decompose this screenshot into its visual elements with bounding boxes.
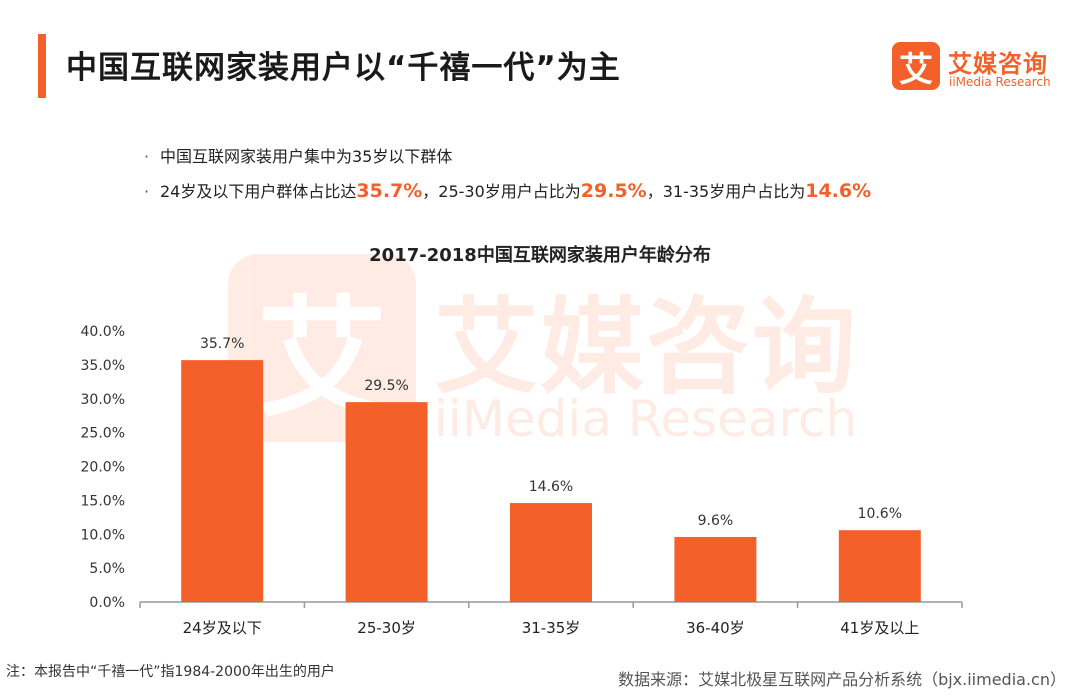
bar-value-label: 14.6%: [529, 479, 573, 495]
title-accent-bar: [38, 34, 46, 98]
page-title: 中国互联网家装用户以“千禧一代”为主: [66, 50, 621, 86]
bullet-item: · 中国互联网家装用户集中为35岁以下群体: [144, 144, 871, 178]
y-tick-label: 40.0%: [81, 324, 125, 340]
bar-value-label: 35.7%: [200, 336, 244, 352]
bullet-text: ，31-35岁用户占比为: [646, 182, 806, 201]
bullet-text: 24岁及以下用户群体占比达: [160, 182, 357, 201]
highlight-value: 35.7%: [356, 180, 423, 202]
x-category-label: 31-35岁: [522, 619, 581, 637]
bar: [345, 402, 428, 602]
summary-bullets: · 中国互联网家装用户集中为35岁以下群体 · 24岁及以下用户群体占比达35.7%…: [144, 144, 871, 212]
highlight-value: 29.5%: [580, 180, 647, 202]
x-category-label: 25-30岁: [357, 619, 416, 637]
logo-icon: 艾: [892, 42, 940, 90]
bar-value-label: 9.6%: [698, 513, 734, 529]
y-tick-label: 0.0%: [89, 595, 125, 611]
bar-value-label: 10.6%: [858, 506, 902, 522]
chart-title: 2017-2018中国互联网家装用户年龄分布: [369, 245, 711, 266]
y-tick-label: 20.0%: [81, 460, 125, 476]
bullet-text: 中国互联网家装用户集中为35岁以下群体: [160, 147, 453, 166]
bar: [510, 503, 592, 602]
logo-name: 艾媒咨询: [948, 50, 1048, 78]
bullet-dot-icon: ·: [144, 182, 150, 201]
y-tick-label: 35.0%: [81, 358, 125, 374]
y-tick-label: 15.0%: [81, 493, 125, 509]
bar-value-label: 29.5%: [364, 378, 408, 394]
footnote: 注：本报告中“千禧一代”指1984-2000年出生的用户: [6, 664, 335, 680]
brand-logo: 艾 艾媒咨询 iiMedia Research: [892, 42, 1070, 94]
x-category-label: 41岁及以上: [840, 619, 919, 637]
data-source: 数据来源：艾媒北极星互联网产品分析系统（bjx.iimedia.cn）: [618, 670, 1066, 689]
y-tick-label: 30.0%: [81, 392, 125, 408]
highlight-value: 14.6%: [805, 180, 872, 202]
x-category-label: 36-40岁: [686, 619, 745, 637]
logo-english-name: iiMedia Research: [949, 75, 1051, 89]
bullet-dot-icon: ·: [144, 147, 150, 166]
y-tick-label: 10.0%: [81, 527, 125, 543]
bullet-item: · 24岁及以下用户群体占比达35.7%，25-30岁用户占比为29.5%，31-…: [144, 178, 871, 212]
bar: [181, 360, 264, 602]
x-category-label: 24岁及以下: [183, 619, 262, 637]
bar: [674, 536, 757, 602]
bullet-text: ，25-30岁用户占比为: [422, 182, 581, 201]
y-tick-label: 5.0%: [89, 561, 125, 577]
bar: [838, 530, 921, 602]
y-tick-label: 25.0%: [81, 426, 125, 442]
